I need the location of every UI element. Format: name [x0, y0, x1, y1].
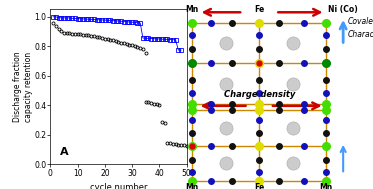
X-axis label: cycle number: cycle number: [90, 183, 147, 189]
Text: Covalent: Covalent: [348, 17, 373, 26]
Text: Fe: Fe: [254, 5, 264, 14]
Text: Mn: Mn: [185, 5, 199, 14]
Text: Charge density: Charge density: [223, 90, 295, 99]
Text: Mn: Mn: [185, 183, 199, 189]
Text: Mn: Mn: [320, 183, 333, 189]
Text: Ni (Co): Ni (Co): [328, 5, 358, 14]
Text: Character: Character: [348, 30, 373, 39]
Y-axis label: Discharge fraction
capacity retention: Discharge fraction capacity retention: [13, 52, 33, 122]
Text: A: A: [60, 147, 69, 157]
Text: Fe: Fe: [254, 183, 264, 189]
